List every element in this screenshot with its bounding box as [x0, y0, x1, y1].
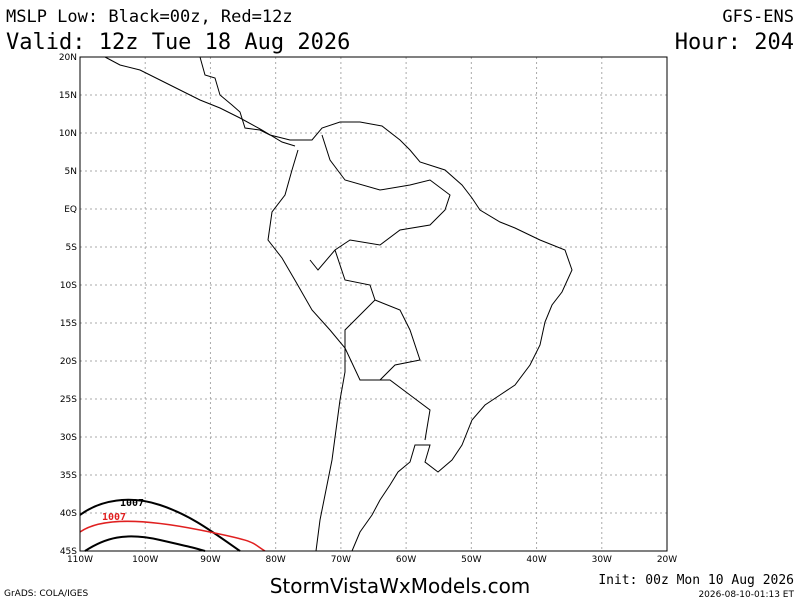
lat-label: 25S: [60, 395, 77, 405]
contours: 1007 1007: [79, 498, 266, 552]
contour-label: 1007: [120, 498, 144, 509]
contour-00z: [84, 535, 206, 552]
forecast-hour: Hour: 204: [675, 30, 794, 55]
coastline: [267, 149, 346, 552]
lon-label: 30W: [592, 555, 612, 565]
valid-time: Valid: 12z Tue 18 Aug 2026: [6, 30, 350, 55]
lat-label: 5N: [65, 167, 77, 177]
lat-label: 10S: [60, 281, 77, 291]
lon-label: 90W: [200, 555, 220, 565]
site-name: StormVistaWxModels.com: [270, 574, 531, 598]
lon-label: 100W: [132, 555, 158, 565]
map-frame: [79, 56, 668, 552]
lon-label: 60W: [396, 555, 416, 565]
lat-label: EQ: [64, 205, 77, 215]
lon-label: 50W: [461, 555, 481, 565]
border: [309, 134, 451, 271]
init-time: Init: 00z Mon 10 Aug 2026: [598, 573, 794, 588]
lat-label: 15N: [59, 91, 77, 101]
lat-label: 20S: [60, 357, 77, 367]
grid: [80, 57, 667, 551]
lon-label: 20W: [657, 555, 677, 565]
lon-label: 70W: [331, 555, 351, 565]
lat-label: 35S: [60, 471, 77, 481]
lat-label: 40S: [60, 509, 77, 519]
coastlines: [104, 56, 573, 552]
lat-label: 5S: [66, 243, 78, 253]
border: [374, 299, 421, 381]
lon-label: 40W: [526, 555, 546, 565]
lat-label: 15S: [60, 319, 77, 329]
lat-label: 45S: [60, 547, 77, 557]
coastline: [199, 56, 573, 552]
model-name: GFS-ENS: [722, 7, 794, 27]
contour-12z: [79, 520, 266, 552]
lat-label: 10N: [59, 129, 77, 139]
contour-00z: [79, 498, 241, 552]
contour-label: 1007: [102, 512, 126, 523]
field-title: MSLP Low: Black=00z, Red=12z: [6, 7, 293, 27]
lat-label: 30S: [60, 433, 77, 443]
lat-label: 20N: [59, 53, 77, 63]
lon-label: 110W: [67, 555, 93, 565]
timestamp: 2026-08-10-01:13 ET: [698, 590, 794, 600]
border: [334, 249, 431, 441]
credit: GrADS: COLA/IGES: [4, 589, 88, 599]
lon-label: 80W: [265, 555, 285, 565]
